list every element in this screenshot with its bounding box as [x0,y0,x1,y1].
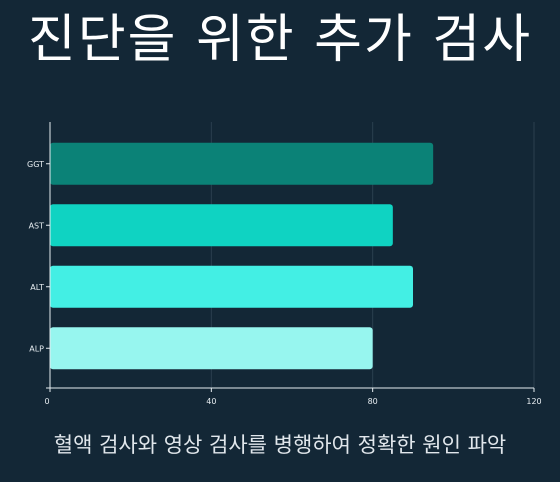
y-tick-label: ALT [30,283,44,292]
bar-ggt [50,142,434,185]
page-title: 진단을 위한 추가 검사 [27,10,533,70]
bar-alp [50,327,373,370]
y-tick-label: GGT [27,160,44,169]
bar-ast [50,204,393,247]
x-tick-label: 40 [206,397,216,406]
y-tick-label: AST [29,221,45,230]
chart-caption: 혈액 검사와 영상 검사를 병행하여 정확한 원인 파악 [53,433,507,457]
x-tick-label: 80 [368,397,378,406]
x-tick-label: 0 [44,397,49,406]
bar-alt [50,265,413,308]
bar-chart: GGT AST ALT ALP 0 40 80 120 [27,122,542,406]
x-tick-label: 120 [526,397,541,406]
y-tick-label: ALP [29,344,44,353]
